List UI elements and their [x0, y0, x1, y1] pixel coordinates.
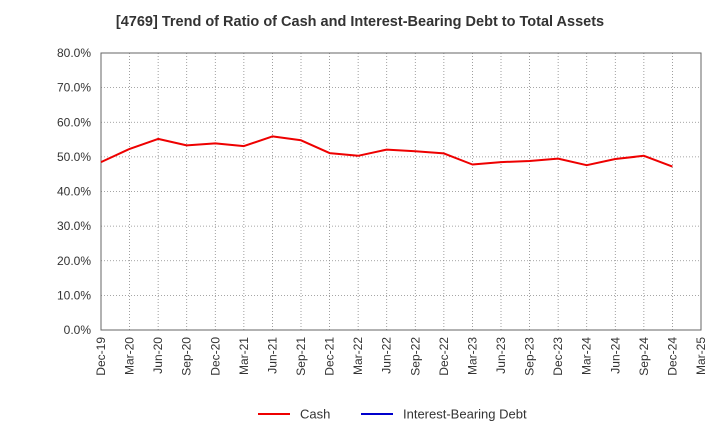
x-tick-label: Sep-22 — [408, 337, 422, 376]
x-tick-label: Sep-24 — [637, 337, 651, 376]
chart-title: [4769] Trend of Ratio of Cash and Intere… — [115, 14, 605, 30]
y-tick-label: 0.0% — [64, 323, 92, 337]
y-tick-label: 50.0% — [57, 150, 91, 164]
x-tick-label: Jun-21 — [265, 337, 279, 374]
y-tick-label: 20.0% — [57, 254, 91, 268]
x-tick-label: Jun-23 — [494, 337, 508, 374]
legend-item-debt[interactable]: Interest-Bearing Debt — [361, 407, 527, 422]
y-tick-label: 30.0% — [57, 219, 91, 233]
grid-layer — [101, 53, 701, 330]
x-tick-label: Mar-20 — [123, 337, 137, 375]
x-tick-label: Dec-22 — [437, 337, 451, 376]
x-tick-label: Mar-25 — [694, 337, 708, 375]
x-tick-label: Jun-20 — [151, 337, 165, 374]
series-line-cash — [100, 135, 673, 168]
legend-label: Interest-Bearing Debt — [403, 407, 527, 422]
legend-item-cash[interactable]: Cash — [258, 407, 330, 422]
y-tick-label: 40.0% — [57, 185, 91, 199]
y-tick-label: 80.0% — [57, 46, 91, 60]
x-tick-label: Mar-21 — [237, 337, 251, 375]
y-tick-label: 10.0% — [57, 288, 91, 302]
y-tick-label: 70.0% — [57, 81, 91, 95]
axis-layer: 0.0% 10.0% 20.0% 30.0% 40.0% 50.0% 60.0% 70.0% 8… — [57, 46, 708, 376]
legend-label: Cash — [300, 407, 330, 422]
x-tick-label: Mar-24 — [580, 337, 594, 375]
x-tick-label: Sep-23 — [523, 337, 537, 376]
y-tick-label: 60.0% — [57, 115, 91, 129]
x-tick-label: Mar-22 — [351, 337, 365, 375]
x-tick-label: Dec-24 — [665, 337, 679, 376]
x-tick-label: Mar-23 — [465, 337, 479, 375]
x-tick-label: Sep-20 — [180, 337, 194, 376]
legend[interactable]: Cash Interest-Bearing Debt — [258, 407, 527, 422]
x-tick-label: Jun-24 — [608, 337, 622, 374]
x-tick-label: Dec-21 — [323, 337, 337, 376]
plot-border — [100, 52, 702, 331]
series-layer — [100, 135, 673, 168]
x-tick-label: Dec-20 — [208, 337, 222, 376]
x-tick-label: Dec-19 — [94, 337, 108, 376]
x-tick-label: Dec-23 — [551, 337, 565, 376]
x-tick-label: Jun-22 — [380, 337, 394, 374]
x-tick-label: Sep-21 — [294, 337, 308, 376]
